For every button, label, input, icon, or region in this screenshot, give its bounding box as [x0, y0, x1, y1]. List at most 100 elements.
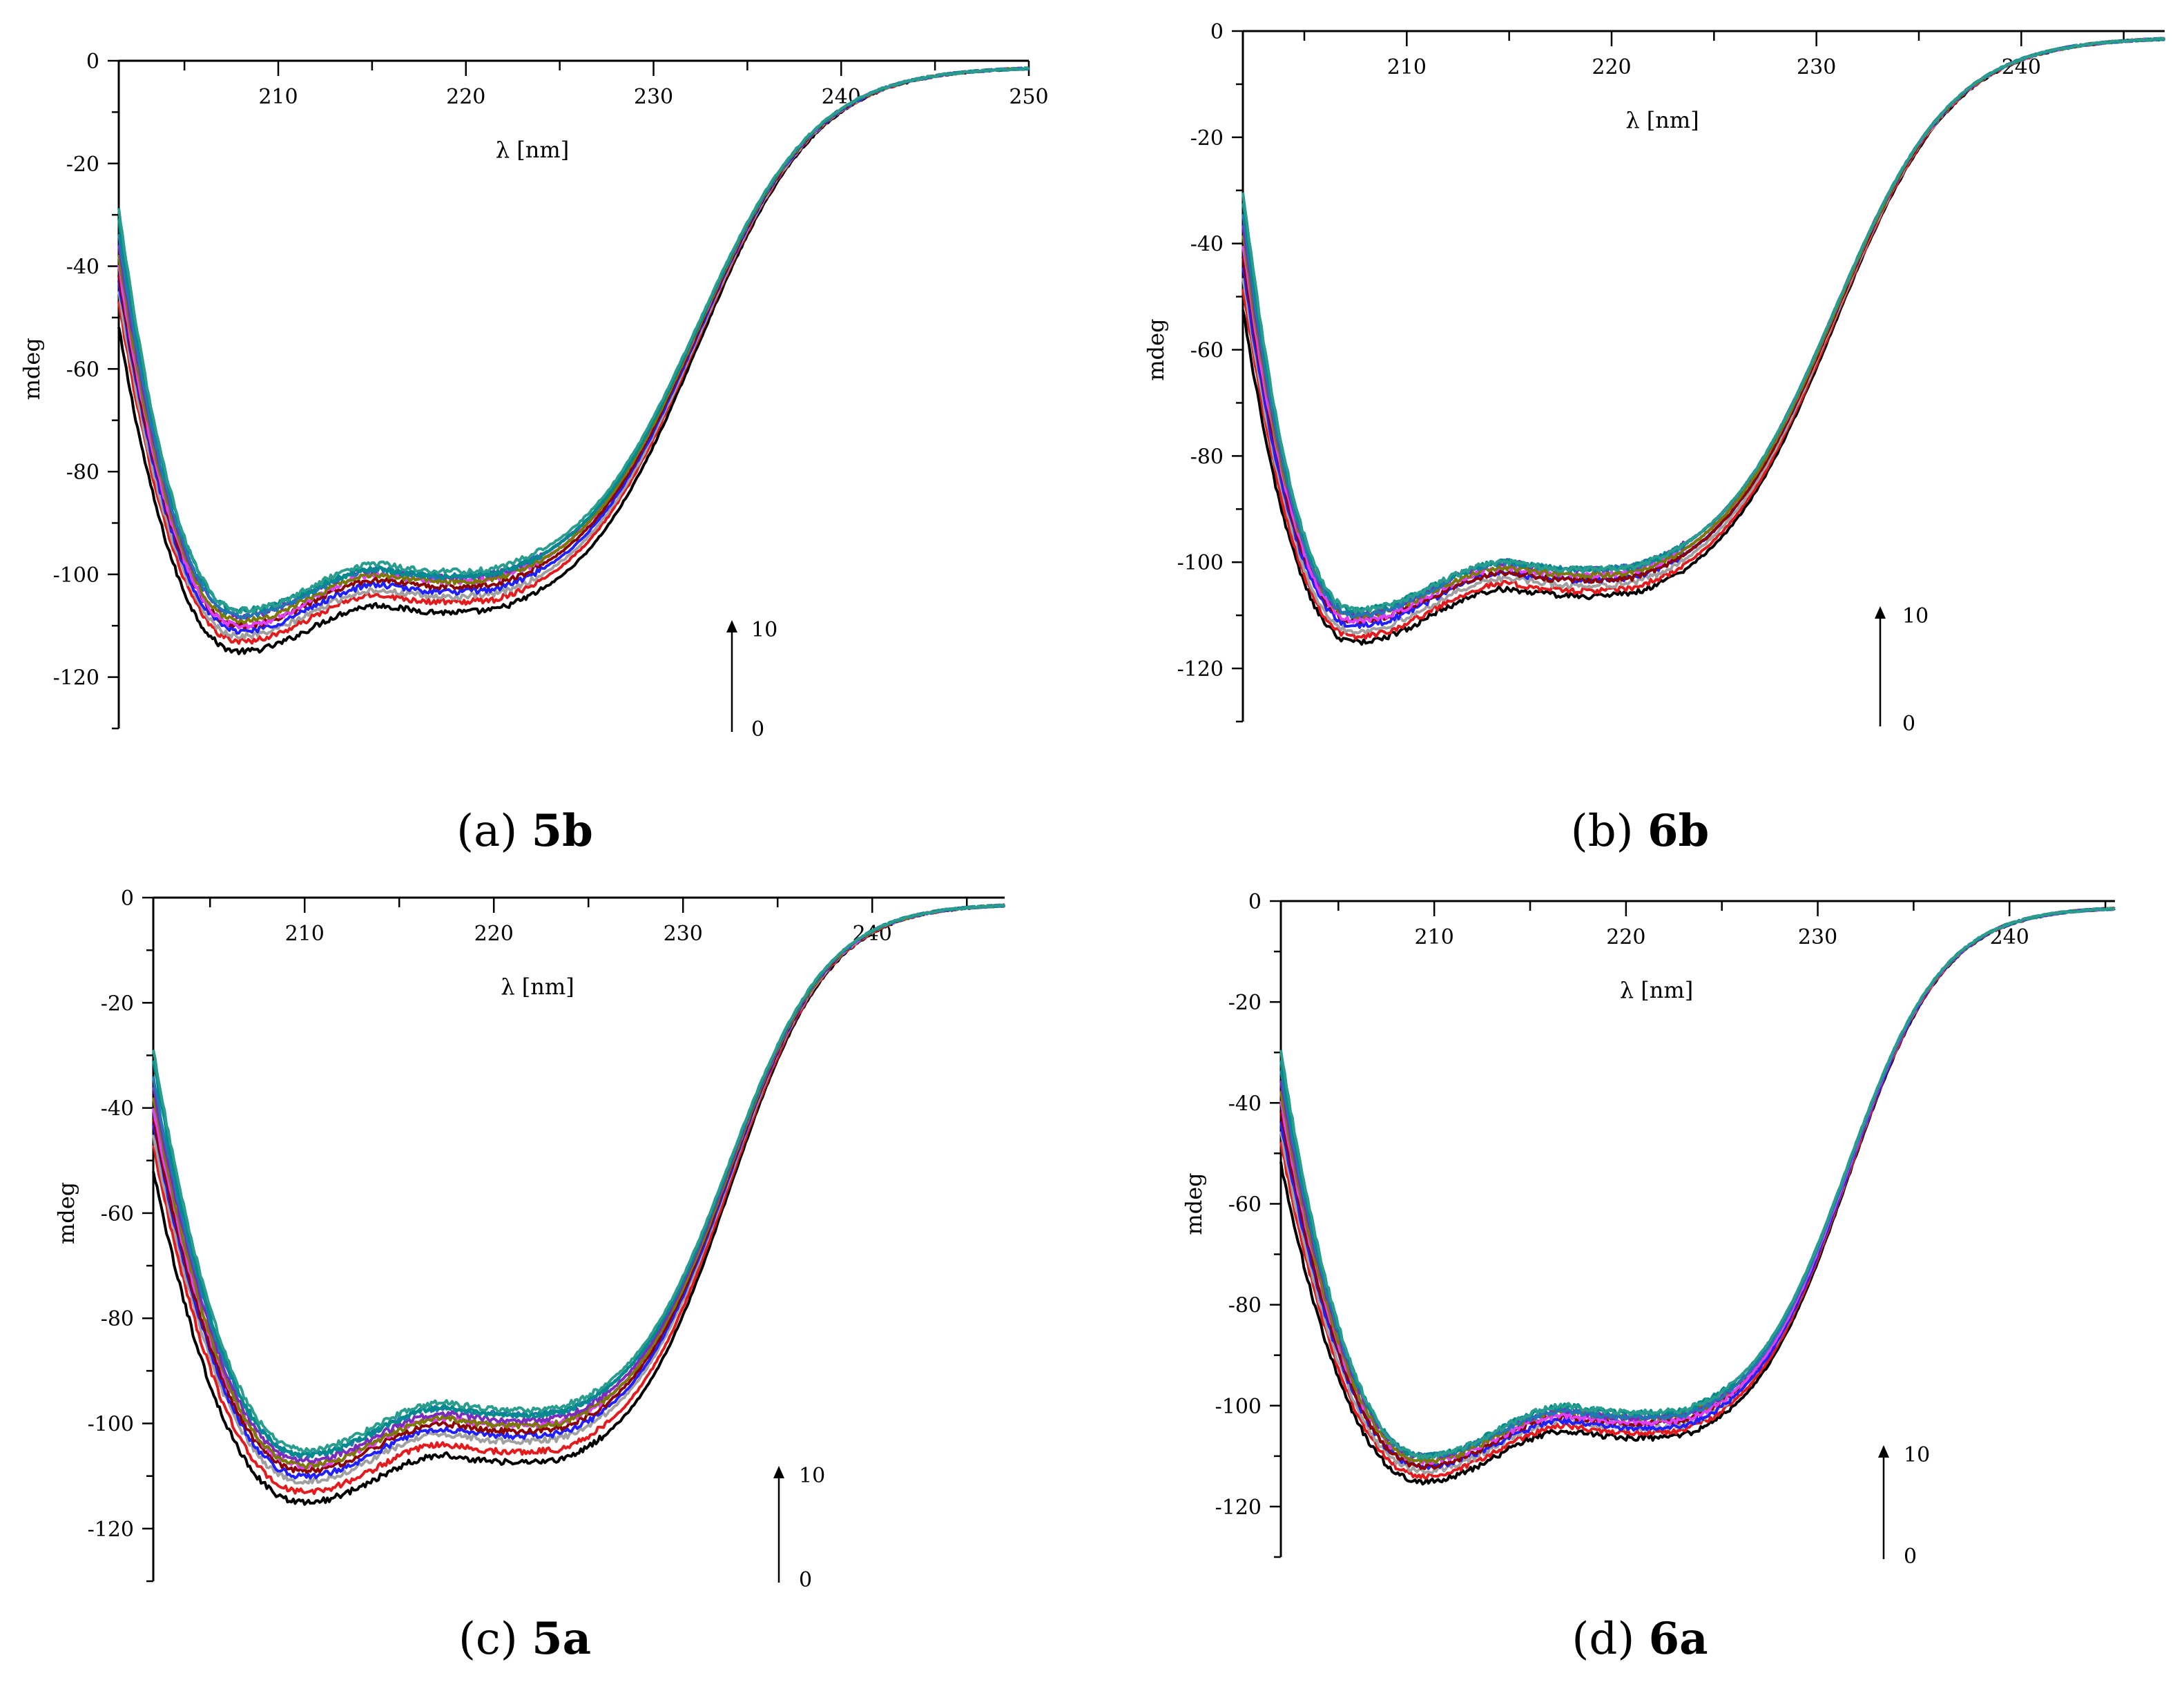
- series-line-10: [152, 903, 1005, 1454]
- y-tick-label: -120: [88, 1518, 134, 1542]
- y-tick-label: -120: [1215, 1496, 1262, 1520]
- panel-caption: (c) 5a: [458, 1613, 591, 1665]
- x-tick-label: 210: [285, 922, 325, 946]
- series-line-6: [1279, 907, 2115, 1464]
- y-tick-label: -20: [101, 992, 134, 1016]
- x-tick-label: 210: [1415, 925, 1454, 949]
- series-line-8: [152, 904, 1005, 1459]
- y-tick-label: -60: [1190, 339, 1224, 363]
- series-line-2: [152, 903, 1005, 1485]
- series-line-10: [1241, 37, 2165, 615]
- series-line-9: [117, 66, 1030, 614]
- chart-panel-5b: 210 220 230 240 250 0 -20 -40 -60 -80 -100 -120 λ [n…: [19, 50, 1049, 857]
- series-line-0: [117, 66, 1030, 655]
- series-line-2: [1279, 907, 2116, 1475]
- series-line-0: [1241, 37, 2165, 646]
- series-line-7: [152, 903, 1005, 1464]
- series-line-9: [1279, 907, 2116, 1460]
- arrow-label-bottom: 0: [799, 1568, 812, 1592]
- series-line-1: [1241, 37, 2165, 641]
- y-tick-label: -80: [66, 461, 99, 485]
- x-tick-label: 230: [1798, 925, 1837, 949]
- y-tick-label: -20: [1228, 991, 1262, 1015]
- series-line-10: [1279, 907, 2116, 1460]
- trend-arrow-head: [1878, 1445, 1889, 1458]
- y-tick-label: -60: [66, 358, 99, 382]
- y-tick-label: -40: [1228, 1092, 1262, 1116]
- y-tick-label: -40: [66, 255, 99, 280]
- x-axis-title: λ [nm]: [501, 974, 574, 1000]
- y-tick-label: 0: [86, 50, 99, 74]
- series-line-6: [152, 903, 1005, 1470]
- y-tick-label: -100: [1215, 1395, 1262, 1419]
- series-line-4: [152, 903, 1005, 1474]
- series-line-3: [152, 903, 1005, 1480]
- trend-arrow-head: [726, 620, 737, 632]
- y-tick-label: -80: [1190, 445, 1224, 469]
- y-tick-label: -60: [1228, 1192, 1262, 1217]
- y-tick-label: -100: [88, 1413, 134, 1437]
- trend-arrow-head: [773, 1466, 784, 1478]
- x-tick-label: 240: [822, 85, 861, 109]
- y-axis-title: mdeg: [53, 1182, 79, 1244]
- series-line-1: [117, 67, 1030, 645]
- series-line-9: [152, 904, 1006, 1459]
- panel-caption: (b) 6b: [1571, 805, 1710, 857]
- series-line-3: [1279, 907, 2116, 1470]
- x-tick-label: 250: [1009, 85, 1048, 109]
- arrow-label-top: 10: [1902, 604, 1929, 628]
- x-axis-title: λ [nm]: [496, 137, 569, 163]
- y-tick-label: -20: [1190, 126, 1224, 151]
- x-tick-label: 210: [1387, 55, 1427, 79]
- y-tick-label: -80: [101, 1307, 134, 1331]
- series-line-2: [117, 66, 1030, 640]
- y-axis-title: mdeg: [1143, 318, 1169, 380]
- x-tick-label: 230: [664, 922, 703, 946]
- series-line-5: [152, 904, 1005, 1470]
- x-tick-label: 210: [258, 85, 298, 109]
- y-tick-label: -100: [1177, 551, 1224, 575]
- series-line-3: [117, 66, 1030, 635]
- x-tick-label: 230: [634, 85, 673, 109]
- x-tick-label: 230: [1797, 55, 1836, 79]
- y-axis-title: mdeg: [1181, 1172, 1207, 1235]
- x-tick-label: 220: [1606, 925, 1645, 949]
- series-line-0: [1279, 907, 2116, 1486]
- y-tick-label: -40: [101, 1097, 134, 1121]
- arrow-label-bottom: 0: [1902, 712, 1915, 736]
- series-line-4: [1279, 907, 2116, 1471]
- arrow-label-bottom: 0: [1904, 1545, 1917, 1569]
- arrow-label-top: 10: [1904, 1443, 1930, 1467]
- y-tick-label: -120: [53, 666, 99, 690]
- arrow-label-top: 10: [799, 1464, 825, 1488]
- x-tick-label: 220: [446, 85, 485, 109]
- x-tick-label: 220: [1592, 55, 1631, 79]
- x-tick-label: 220: [474, 922, 514, 946]
- series-line-4: [117, 66, 1030, 630]
- y-tick-label: 0: [1248, 890, 1262, 914]
- y-tick-label: -20: [66, 153, 99, 177]
- y-tick-label: -120: [1177, 657, 1224, 682]
- panel-caption: (d) 6a: [1572, 1613, 1708, 1665]
- y-tick-label: -100: [53, 563, 99, 588]
- series-line-1: [1279, 907, 2116, 1480]
- arrow-label-top: 10: [751, 618, 777, 642]
- series-line-2: [1241, 37, 2165, 635]
- x-axis-title: λ [nm]: [1620, 977, 1693, 1003]
- x-axis-title: λ [nm]: [1625, 107, 1699, 133]
- series-line-5: [117, 66, 1030, 630]
- y-tick-label: 0: [1210, 20, 1224, 44]
- y-tick-label: -60: [101, 1202, 134, 1226]
- y-axis-title: mdeg: [19, 338, 45, 400]
- y-tick-label: -80: [1228, 1294, 1262, 1318]
- series-line-10: [117, 66, 1030, 615]
- y-tick-label: 0: [121, 887, 134, 911]
- arrow-label-bottom: 0: [751, 717, 764, 742]
- trend-arrow-head: [1875, 606, 1886, 619]
- series-line-8: [1279, 907, 2116, 1459]
- series-line-7: [1279, 907, 2116, 1459]
